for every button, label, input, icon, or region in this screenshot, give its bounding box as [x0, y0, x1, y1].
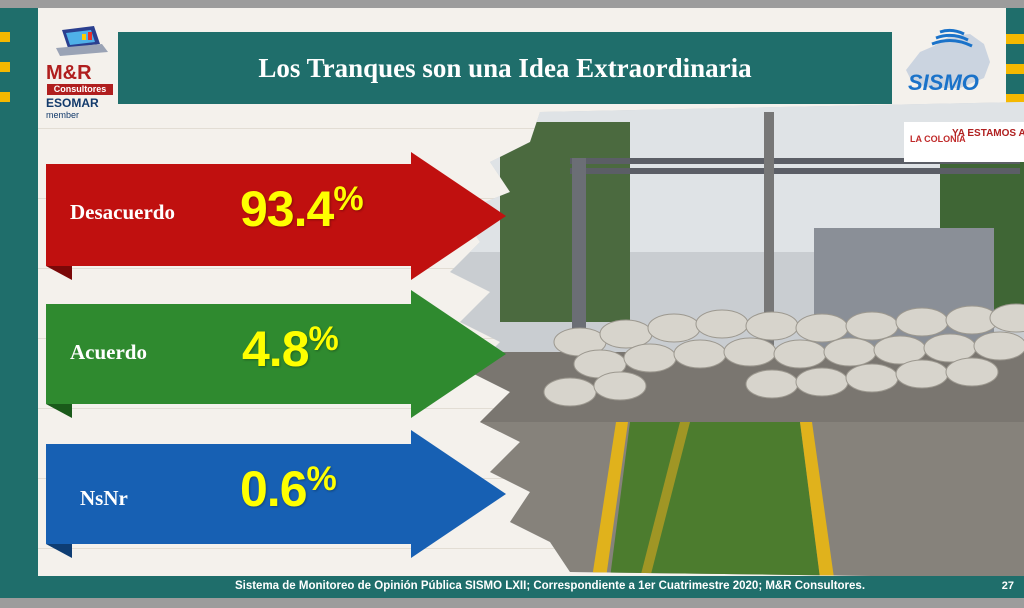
- footer-bar: Sistema de Monitoreo de Opinión Pública …: [0, 576, 1024, 598]
- page-number: 27: [1001, 580, 1014, 592]
- page-title: Los Tranques son una Idea Extraordinaria: [258, 52, 752, 83]
- arrow-shape-nsnr: [46, 430, 506, 558]
- value-number-acuerdo: 4.8: [242, 321, 310, 377]
- accent-tick: [1006, 94, 1024, 104]
- value-unit-nsnr: %: [306, 460, 337, 498]
- category-label-acuerdo: Acuerdo: [70, 340, 147, 364]
- wood-plank-line: [0, 128, 1024, 129]
- logo-brand: M&R: [46, 62, 92, 84]
- mr-consultores-logo: M&R Consultores ESOMAR member: [44, 24, 116, 120]
- category-label-desacuerdo: Desacuerdo: [70, 200, 175, 224]
- category-label-nsnr: NsNr: [80, 486, 128, 510]
- title-bar: Los Tranques son una Idea Extraordinaria: [118, 32, 892, 104]
- barricade-scene-image: LA COLONIA YA ESTAMOS ABIERTOS: [450, 102, 1024, 578]
- sismo-logo: SISMO: [900, 26, 996, 106]
- accent-tick: [0, 62, 10, 72]
- slide: M&R Consultores ESOMAR member Los Tranqu…: [0, 8, 1024, 598]
- bar-nsnr: NsNr 0.6%: [46, 430, 506, 570]
- value-label-acuerdo: 4.8%: [242, 320, 339, 378]
- value-label-nsnr: 0.6%: [240, 460, 337, 518]
- sismo-text: SISMO: [908, 70, 979, 95]
- source-note: Sistema de Monitoreo de Opinión Pública …: [234, 580, 866, 592]
- member-label: member: [46, 110, 80, 120]
- value-number-desacuerdo: 93.4: [240, 181, 334, 237]
- value-label-desacuerdo: 93.4%: [240, 180, 364, 238]
- accent-tick: [0, 32, 10, 42]
- value-unit-desacuerdo: %: [333, 180, 363, 218]
- laptop-icon: [56, 26, 108, 56]
- bar-desacuerdo: Desacuerdo 93.4%: [46, 152, 506, 292]
- banner-brand-text: LA COLONIA: [910, 134, 966, 144]
- accent-tick: [1006, 34, 1024, 44]
- bar-acuerdo: Acuerdo 4.8%: [46, 290, 506, 430]
- wood-plank-line: [0, 548, 1024, 549]
- value-unit-acuerdo: %: [308, 320, 339, 358]
- accent-tick: [1006, 64, 1024, 74]
- left-accent-bar: [0, 8, 38, 598]
- sismo-map-icon: [906, 28, 990, 88]
- value-number-nsnr: 0.6: [240, 461, 308, 517]
- accent-tick: [0, 92, 10, 102]
- barricade-photo: LA COLONIA YA ESTAMOS ABIERTOS: [420, 102, 1024, 578]
- arrow-shape-acuerdo: [46, 290, 506, 418]
- banner-text: YA ESTAMOS ABIERTOS: [952, 128, 1024, 139]
- arrow-shape-desacuerdo: [46, 152, 506, 280]
- logo-subtitle: Consultores: [47, 84, 113, 95]
- esomar-label: ESOMAR: [46, 96, 99, 110]
